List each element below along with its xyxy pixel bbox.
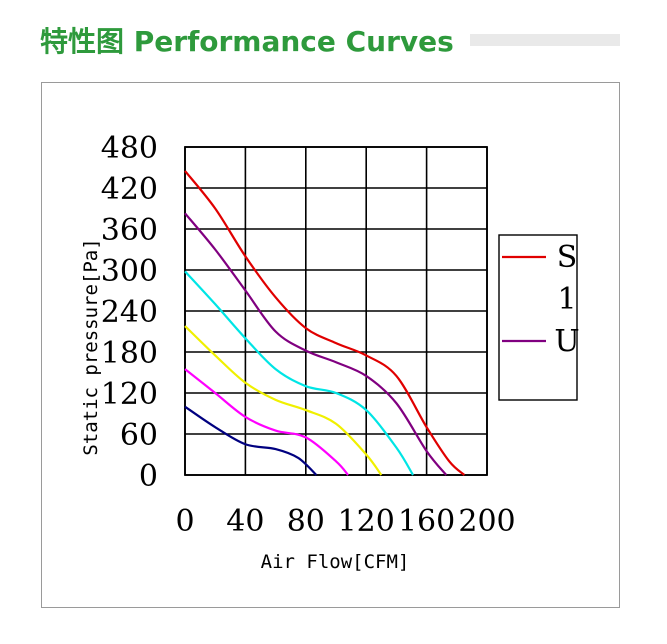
y-tick-labels: 0 60 120 180 240 300 360 420 480 — [101, 131, 158, 494]
x-tick-label: 40 — [226, 504, 264, 539]
legend-label: U — [554, 324, 579, 359]
plot-border — [184, 146, 488, 476]
x-tick-label: 0 — [175, 504, 194, 539]
y-tick-label: 480 — [101, 131, 158, 166]
series-line-2 — [184, 270, 414, 476]
x-tick-label: 120 — [338, 504, 395, 539]
chart-legend: S 1 U — [498, 234, 580, 401]
legend-label: S — [557, 240, 578, 275]
x-tick-label: 160 — [398, 504, 455, 539]
y-tick-label: 120 — [101, 377, 158, 412]
chart-frame — [41, 82, 620, 608]
y-tick-label: 240 — [101, 295, 158, 330]
chart-grid — [184, 146, 488, 476]
series-line-5 — [184, 405, 318, 476]
series-line-0 — [184, 170, 466, 476]
chart-series — [184, 170, 466, 476]
y-axis-label: Static pressure[Pa] — [80, 238, 102, 455]
x-axis-label: Air Flow[CFM] — [261, 551, 410, 573]
y-tick-label: 420 — [101, 172, 158, 207]
y-tick-label: 360 — [101, 213, 158, 248]
legend-label: 1 — [557, 282, 576, 317]
y-tick-label: 180 — [101, 336, 158, 371]
legend-box — [498, 234, 578, 401]
series-line-4 — [184, 368, 349, 476]
header-decor-bar — [470, 34, 620, 46]
y-tick-label: 300 — [101, 254, 158, 289]
page-title: 特性图 Performance Curves — [40, 25, 454, 58]
y-tick-label: 0 — [139, 459, 158, 494]
x-tick-labels: 0 40 80 120 160 200 — [175, 504, 515, 539]
series-line-3 — [184, 325, 383, 476]
page-header: 特性图 Performance Curves — [40, 14, 620, 60]
y-tick-label: 60 — [120, 418, 158, 453]
series-line-1 — [184, 212, 448, 476]
x-tick-label: 200 — [458, 504, 515, 539]
x-tick-label: 80 — [287, 504, 325, 539]
